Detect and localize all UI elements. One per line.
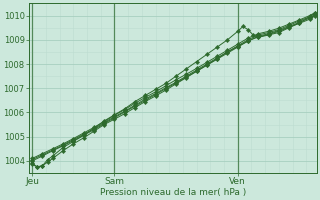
X-axis label: Pression niveau de la mer( hPa ): Pression niveau de la mer( hPa ) [100,188,246,197]
